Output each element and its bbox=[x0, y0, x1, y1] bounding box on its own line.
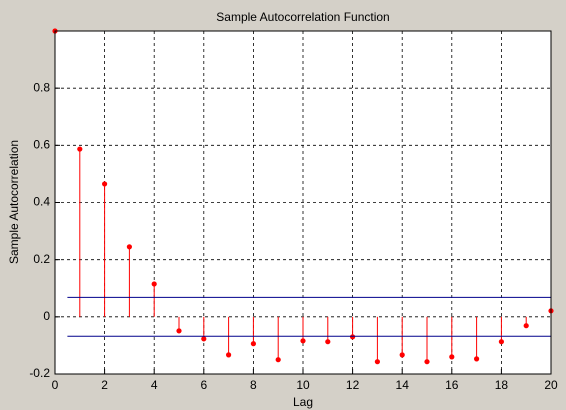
stem-marker bbox=[126, 244, 132, 250]
stem-marker bbox=[151, 281, 157, 287]
x-tick-label: 20 bbox=[544, 378, 558, 392]
y-tick-label: 0.8 bbox=[33, 80, 50, 94]
stem-marker bbox=[201, 336, 207, 342]
y-axis-label: Sample Autocorrelation bbox=[7, 140, 21, 264]
stem-marker bbox=[250, 341, 256, 347]
stem-marker bbox=[424, 359, 430, 365]
stem-marker bbox=[523, 323, 529, 329]
stem-marker bbox=[350, 334, 356, 340]
y-tick-label: -0.2 bbox=[29, 366, 50, 380]
x-tick-label: 12 bbox=[346, 378, 360, 392]
marks bbox=[52, 28, 554, 365]
chart-title: Sample Autocorrelation Function bbox=[216, 10, 389, 24]
ticks: 0 2 4 6 8 10 12 14 16 18 20-0.200.20.40.60.8 bbox=[29, 80, 558, 392]
x-tick-label: 6 bbox=[200, 378, 207, 392]
stem-marker bbox=[77, 146, 83, 152]
x-tick-label: 2 bbox=[101, 378, 108, 392]
stem-marker bbox=[325, 339, 331, 345]
stem-marker bbox=[226, 352, 232, 358]
x-tick-label: 8 bbox=[250, 378, 257, 392]
x-tick-label: 14 bbox=[396, 378, 410, 392]
stem-marker bbox=[300, 338, 306, 344]
y-tick-label: 0.2 bbox=[33, 252, 50, 266]
x-tick-label: 16 bbox=[445, 378, 459, 392]
stem-marker bbox=[275, 357, 281, 363]
stem-marker bbox=[176, 328, 182, 334]
stem-marker bbox=[102, 181, 108, 187]
x-tick-label: 0 bbox=[52, 378, 59, 392]
y-tick-label: 0.4 bbox=[33, 195, 50, 209]
x-tick-label: 10 bbox=[296, 378, 310, 392]
x-axis-label: Lag bbox=[293, 395, 313, 409]
stem-marker bbox=[399, 352, 405, 358]
stem-marker bbox=[449, 354, 455, 360]
y-tick-label: 0 bbox=[43, 309, 50, 323]
stem-marker bbox=[498, 339, 504, 345]
stem-marker bbox=[374, 359, 380, 365]
stem-marker bbox=[474, 356, 480, 362]
x-tick-label: 18 bbox=[495, 378, 509, 392]
y-tick-label: 0.6 bbox=[33, 138, 50, 152]
x-tick-label: 4 bbox=[151, 378, 158, 392]
